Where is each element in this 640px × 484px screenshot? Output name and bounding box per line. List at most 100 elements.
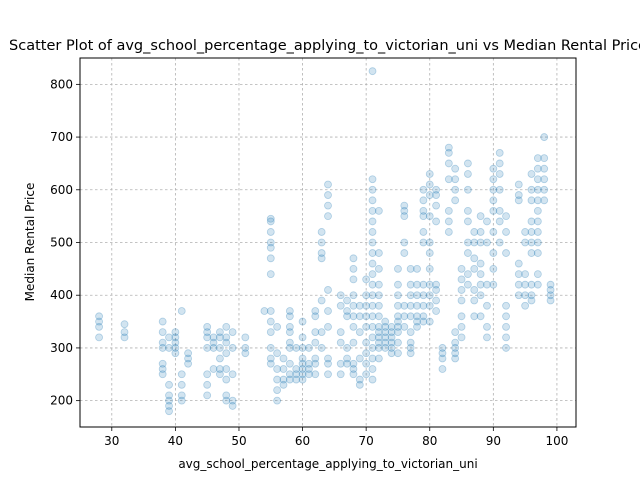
scatter-point	[311, 370, 320, 379]
scatter-point	[451, 338, 460, 347]
scatter-point	[444, 217, 453, 226]
scatter-point	[165, 396, 173, 405]
scatter-point	[273, 386, 282, 395]
scatter-point	[317, 238, 326, 247]
y-tick-label: 300	[50, 341, 73, 355]
scatter-point	[495, 170, 504, 178]
scatter-point	[368, 375, 377, 384]
scatter-point	[368, 344, 377, 352]
scatter-point	[533, 175, 542, 184]
scatter-point	[343, 354, 351, 363]
scatter-point	[527, 296, 536, 305]
scatter-point	[349, 359, 358, 368]
scatter-point	[444, 148, 453, 157]
scatter-point	[349, 338, 358, 347]
scatter-point	[374, 322, 383, 331]
scatter-point	[502, 228, 510, 236]
scatter-point	[533, 206, 542, 215]
scatter-point	[362, 275, 371, 284]
scatter-point	[457, 286, 466, 294]
scatter-point	[266, 354, 275, 363]
scatter-point	[374, 280, 383, 289]
scatter-point	[266, 254, 275, 263]
scatter-point	[209, 344, 218, 352]
scatter-point	[413, 312, 421, 321]
scatter-point	[476, 291, 485, 300]
scatter-point	[444, 206, 453, 215]
scatter-point	[317, 344, 326, 352]
scatter-point	[451, 344, 460, 352]
scatter-point	[349, 312, 358, 321]
scatter-point	[425, 264, 434, 273]
scatter-point	[362, 312, 371, 321]
y-tick-label: 500	[50, 236, 73, 250]
scatter-point	[489, 164, 498, 173]
scatter-point	[336, 291, 345, 300]
scatter-point	[266, 317, 275, 326]
scatter-point	[521, 301, 530, 310]
scatter-point	[311, 359, 320, 368]
scatter-point	[394, 328, 402, 337]
scatter-point	[546, 296, 555, 305]
scatter-point	[527, 238, 536, 247]
scatter-point	[368, 259, 377, 268]
scatter-point	[438, 344, 447, 352]
scatter-point	[374, 249, 383, 257]
scatter-point	[533, 154, 542, 163]
scatter-point	[368, 270, 377, 279]
scatter-point	[438, 354, 447, 363]
scatter-point	[470, 312, 479, 321]
scatter-point	[476, 259, 485, 268]
scatter-point	[215, 333, 224, 342]
scatter-point	[419, 317, 428, 326]
scatter-point	[432, 307, 441, 315]
scatter-point	[292, 344, 301, 352]
scatter-point	[158, 359, 167, 368]
scatter-point	[273, 396, 282, 405]
scatter-point	[400, 212, 409, 221]
scatter-point	[305, 370, 313, 379]
scatter-point	[533, 185, 542, 194]
scatter-point	[374, 291, 383, 300]
scatter-point	[502, 322, 510, 331]
scatter-point	[222, 375, 231, 384]
scatter-point	[444, 175, 453, 184]
scatter-point	[394, 349, 402, 358]
scatter-point	[324, 354, 332, 363]
scatter-point	[514, 180, 523, 189]
scatter-point	[476, 280, 485, 289]
scatter-point	[432, 185, 441, 194]
scatter-point	[171, 328, 180, 337]
scatter-point	[336, 359, 345, 368]
scatter-point	[298, 344, 307, 352]
scatter-point	[489, 249, 498, 257]
scatter-point	[457, 312, 466, 321]
scatter-point	[368, 354, 377, 363]
scatter-point	[368, 196, 377, 205]
scatter-point	[527, 196, 536, 205]
scatter-point	[292, 370, 301, 379]
scatter-point	[362, 349, 371, 358]
scatter-point	[266, 214, 275, 223]
scatter-point	[343, 296, 351, 305]
scatter-point	[419, 291, 428, 300]
scatter-point	[457, 264, 466, 273]
scatter-point	[419, 312, 428, 321]
scatter-point	[425, 191, 434, 199]
scatter-point	[394, 312, 402, 321]
scatter-point	[483, 280, 491, 289]
scatter-point	[451, 354, 460, 363]
scatter-point	[419, 280, 428, 289]
scatter-point	[184, 359, 193, 368]
scatter-point	[279, 380, 288, 389]
scatter-point	[177, 396, 186, 405]
scatter-point	[406, 291, 415, 300]
scatter-point	[514, 259, 523, 268]
scatter-point	[381, 322, 390, 331]
scatter-point	[349, 301, 358, 310]
scatter-point	[177, 380, 186, 389]
scatter-point	[222, 322, 231, 331]
scatter-point	[521, 280, 530, 289]
scatter-point	[349, 370, 358, 379]
